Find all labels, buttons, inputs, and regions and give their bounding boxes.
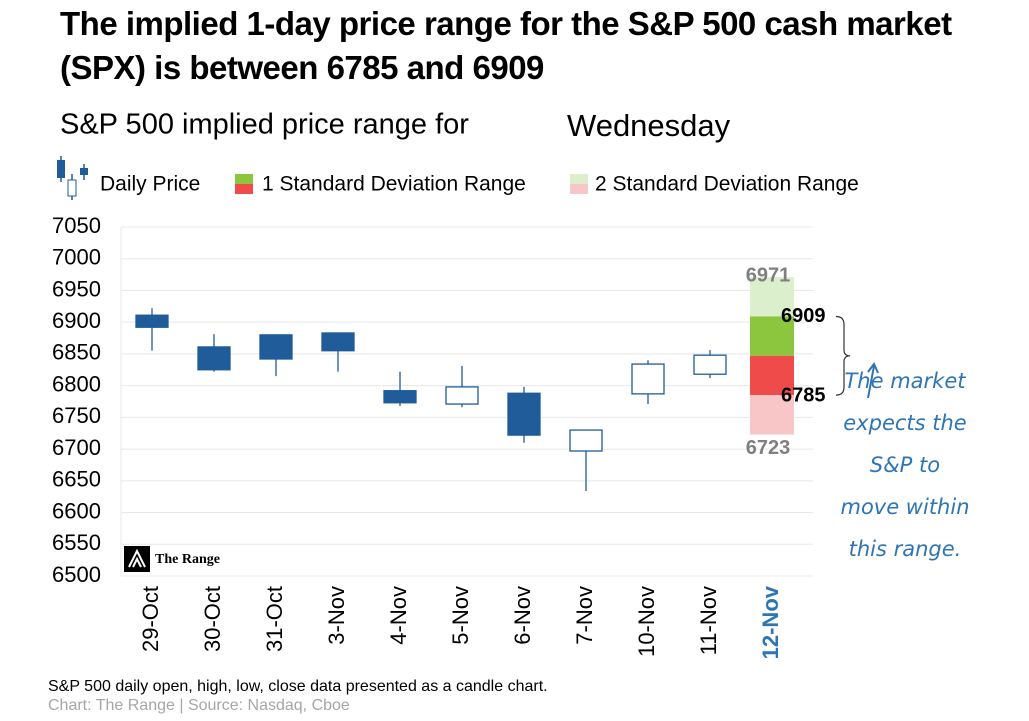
value-label: 6785	[781, 384, 826, 406]
y-tick-label: 6550	[52, 530, 101, 555]
candle-body	[507, 392, 541, 436]
logo: The Range	[124, 546, 220, 572]
value-label: 6909	[781, 305, 826, 327]
legend-swatch	[235, 174, 253, 184]
y-tick-label: 6800	[52, 371, 101, 396]
candle-body	[197, 346, 231, 371]
title: The implied 1-day price range for the S&…	[60, 5, 952, 86]
range-1sd-lower	[750, 355, 794, 396]
candle-body	[693, 354, 727, 375]
source: Chart: The Range | Source: Nasdaq, Cboe	[48, 697, 350, 714]
y-tick-label: 6950	[52, 276, 101, 301]
x-tick-label: 11-Nov	[696, 586, 721, 655]
y-tick-label: 6500	[52, 562, 101, 587]
bracket	[835, 315, 851, 396]
y-tick-label: 6700	[52, 435, 101, 460]
x-tick-label: 30-Oct	[200, 586, 225, 652]
legend-icon	[67, 179, 77, 197]
y-tick-label: 6650	[52, 467, 101, 492]
x-tick-label: 29-Oct	[138, 586, 163, 652]
legend: Daily Price 1 Standard Deviation Range 2…	[57, 156, 859, 200]
y-tick-label: 6850	[52, 340, 101, 365]
x-tick-label: 4-Nov	[386, 586, 411, 645]
value-label: 6971	[746, 264, 791, 286]
candle-body	[569, 429, 603, 452]
range-1sd-upper	[750, 316, 794, 356]
y-tick-label: 6750	[52, 403, 101, 428]
y-tick-label: 7050	[52, 213, 101, 238]
candle-body	[445, 386, 479, 405]
candle-body	[321, 332, 355, 352]
x-tick-label: 31-Oct	[262, 586, 287, 652]
candle-body	[383, 390, 417, 404]
x-tick-label: 5-Nov	[448, 586, 473, 645]
x-tick-label: 3-Nov	[324, 586, 349, 645]
subtitle: S&P 500 implied price range for	[60, 109, 469, 141]
legend-label: 2 Standard Deviation Range	[595, 173, 859, 196]
subtitle-day: Wednesday	[567, 108, 731, 143]
range-2sd-lower	[750, 395, 794, 435]
range-2sd-upper	[750, 277, 794, 317]
x-tick-label: 7-Nov	[572, 586, 597, 645]
footnote: S&P 500 daily open, high, low, close dat…	[48, 678, 548, 695]
value-label: 6723	[746, 437, 791, 459]
legend-swatch	[235, 184, 253, 194]
x-tick-label: 12-Nov	[758, 585, 783, 659]
annotation: The market expects the S&P to move withi…	[840, 369, 970, 561]
legend-label: 1 Standard Deviation Range	[262, 173, 526, 196]
candle-body	[631, 363, 665, 395]
candle-body	[135, 314, 169, 328]
y-tick-label: 7000	[52, 245, 101, 270]
candle-body	[259, 334, 293, 360]
legend-swatch	[570, 174, 588, 184]
legend-swatch	[570, 184, 588, 194]
x-tick-label: 10-Nov	[634, 586, 659, 657]
y-tick-label: 6900	[52, 308, 101, 333]
legend-label: Daily Price	[100, 173, 200, 196]
logo-icon	[128, 548, 146, 568]
logo-text: The Range	[155, 552, 220, 567]
y-tick-label: 6600	[52, 498, 101, 523]
x-tick-label: 6-Nov	[510, 586, 535, 645]
legend-icon	[80, 168, 88, 175]
annotation-arrow	[867, 362, 879, 399]
legend-icon	[57, 160, 65, 178]
